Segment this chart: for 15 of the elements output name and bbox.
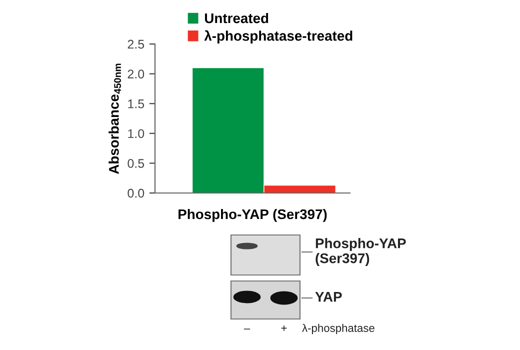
y-tick-label: 2.0 <box>128 70 144 78</box>
text: YAP <box>315 292 342 302</box>
y-tick-label: 0.0 <box>128 188 144 198</box>
legend-label: λ-phosphatase-treated <box>204 30 352 44</box>
text: λ-phosphatase <box>302 324 374 334</box>
x-axis-title: Phospho-YAP (Ser397) <box>178 208 327 222</box>
text: + <box>281 325 287 331</box>
y-tick-label: 2.5 <box>128 40 144 49</box>
y-tick-label: 0.5 <box>128 159 144 168</box>
legend-label: Untreated <box>205 12 268 24</box>
y-tick-label: 1.5 <box>128 100 144 108</box>
text: – <box>244 328 250 330</box>
y-axis-title: Absorbance$_{450nm}$ <box>108 64 121 174</box>
y-tick-label: 1.0 <box>128 129 144 138</box>
text: Phospho-YAP (Ser397) <box>316 238 406 266</box>
